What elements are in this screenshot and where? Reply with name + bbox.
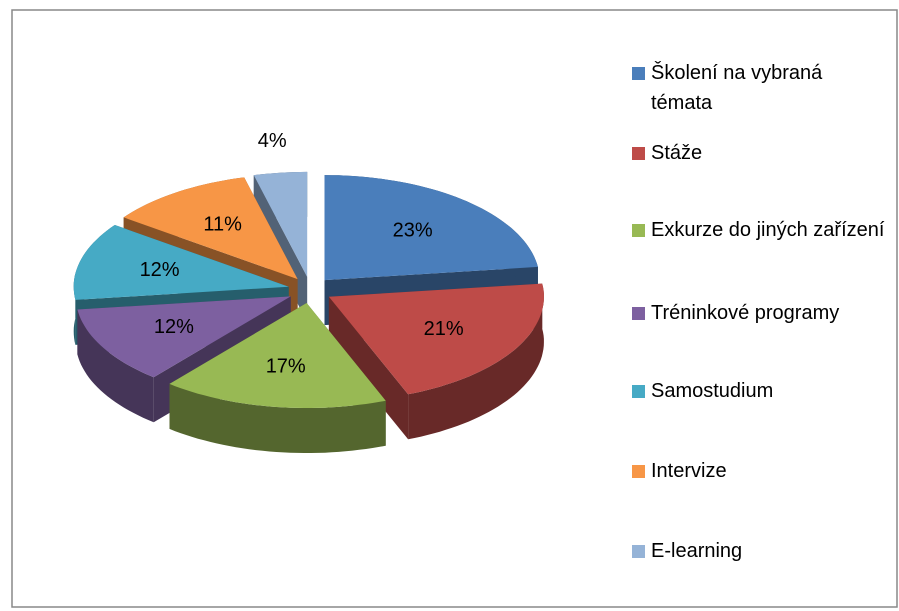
legend-label: Tréninkové programy [651, 302, 840, 324]
data-label: 12% [154, 316, 194, 338]
legend-item: Tréninkové programy [632, 298, 887, 328]
legend-swatch [632, 147, 645, 160]
pie-slice [123, 177, 298, 280]
data-label: 11% [203, 214, 242, 236]
slice-side [169, 383, 386, 453]
legend-swatch [632, 67, 645, 80]
data-label: 4% [258, 130, 287, 152]
data-label: 23% [393, 220, 433, 242]
pie-slice [73, 225, 289, 300]
legend-item: Školení na vybraná témata [632, 58, 887, 118]
data-label: 21% [424, 318, 464, 340]
pie-slice [324, 175, 538, 281]
pie-slice [328, 283, 544, 395]
data-label: 17% [266, 356, 306, 378]
slice-side [408, 283, 544, 440]
legend-swatch [632, 224, 645, 237]
legend-item: Exkurze do jiných zařízení [632, 215, 887, 245]
legend-swatch [632, 385, 645, 398]
legend-item: Samostudium [632, 376, 887, 406]
legend-item: Stáže [632, 138, 887, 168]
data-label: 12% [140, 259, 180, 281]
slice-side [77, 309, 154, 423]
chart-border [11, 9, 898, 608]
legend-label: Intervize [651, 460, 727, 482]
legend-label: Exkurze do jiných zařízení [651, 219, 885, 241]
legend-swatch [632, 545, 645, 558]
legend-swatch [632, 465, 645, 478]
legend-label: Stáže [651, 142, 703, 164]
pie-slice [169, 303, 386, 408]
legend-item: Intervize [632, 456, 887, 486]
legend-label: Školení na vybraná témata [651, 62, 823, 114]
legend-label: Samostudium [651, 380, 774, 402]
legend-swatch [632, 307, 645, 320]
pie-slice [253, 171, 308, 277]
slice-side [328, 296, 409, 440]
pie-slice [77, 296, 291, 378]
legend-item: E-learning [632, 536, 887, 566]
legend-label: E-learning [651, 540, 743, 562]
